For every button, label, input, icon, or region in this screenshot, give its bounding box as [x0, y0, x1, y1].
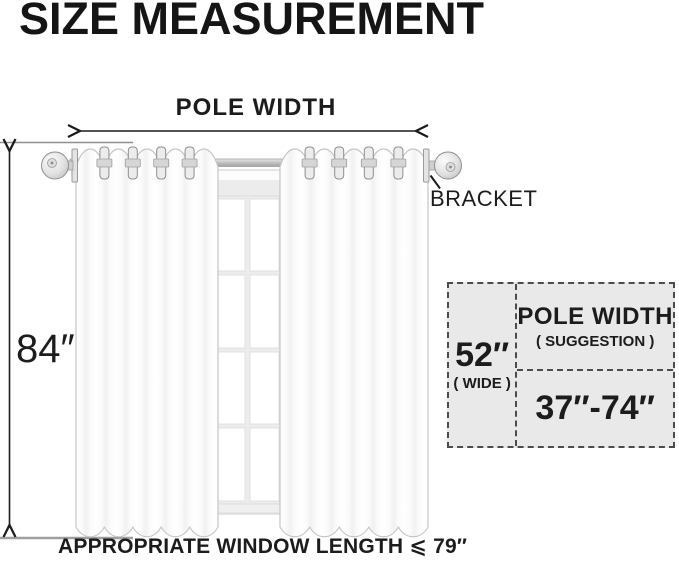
- window: [199, 169, 297, 515]
- window-panes: [215, 198, 280, 502]
- curtain-panel-left: [75, 148, 219, 538]
- size-suggestion-box: 52″ ( WIDE ) POLE WIDTH ( SUGGESTION ) 3…: [447, 282, 675, 448]
- left-finial: [41, 148, 78, 183]
- size-box-pole-column: POLE WIDTH ( SUGGESTION ) 37″-74″: [517, 284, 673, 446]
- right-finial: [423, 148, 462, 183]
- curtain-panel-right: [279, 148, 429, 538]
- curtain-width-value: 52″: [455, 335, 510, 374]
- pole-width-note: ( SUGGESTION ): [536, 333, 655, 350]
- pole-width-label: POLE WIDTH: [175, 94, 337, 121]
- pole-width-title: POLE WIDTH: [517, 303, 673, 330]
- size-box-range-cell: 37″-74″: [517, 371, 673, 446]
- bracket-label: BRACKET: [430, 186, 538, 211]
- curtain-width-note: ( WIDE ): [453, 375, 511, 393]
- pole-width-range: 37″-74″: [535, 388, 655, 427]
- size-box-width-cell: 52″ ( WIDE ): [449, 284, 518, 446]
- bracket-leader-line: [429, 174, 441, 190]
- page-title: SIZE MEASUREMENT: [19, 0, 485, 44]
- curtain-height-label: 84″: [16, 327, 75, 371]
- window-length-note: APPROPRIATE WINDOW LENGTH ⩽ 79″: [58, 535, 468, 558]
- size-box-pole-width-cell: POLE WIDTH ( SUGGESTION ): [517, 284, 673, 371]
